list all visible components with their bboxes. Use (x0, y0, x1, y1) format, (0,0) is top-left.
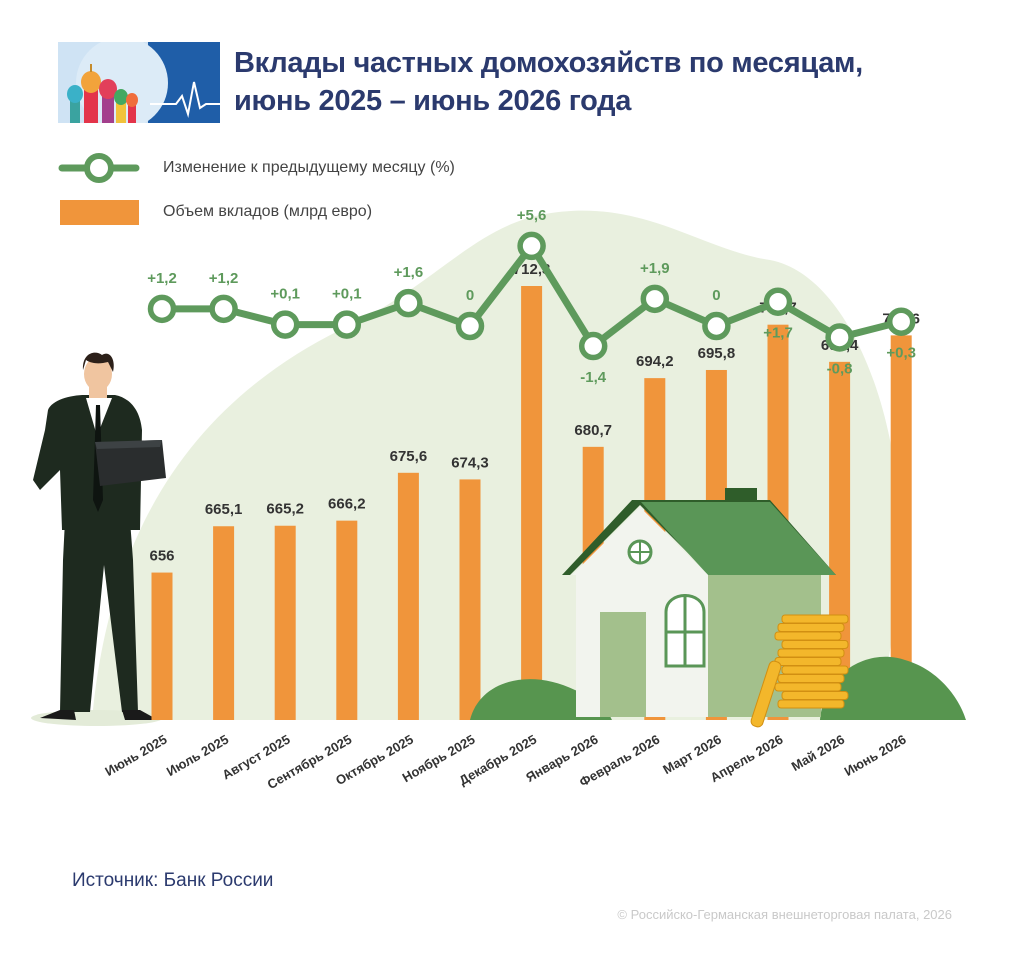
bar-value-label: 674,3 (451, 454, 489, 471)
coin (781, 614, 849, 624)
legend-line-marker (58, 150, 140, 186)
line-value-label: 0 (466, 287, 474, 304)
bar-3 (274, 525, 296, 720)
x-tick-label: Май 2026 (789, 732, 847, 774)
bar-13 (890, 335, 912, 720)
coin (774, 657, 842, 666)
bar-value-label: 694,2 (636, 353, 674, 370)
businessman-illustration (33, 352, 166, 720)
line-value-label: +0,1 (270, 286, 300, 303)
line-value-label: +5,6 (517, 207, 547, 224)
title-line-1: Вклады частных домохозяйств по месяцам, (234, 47, 863, 79)
line-value-label: +1,2 (147, 270, 177, 287)
bar-value-label: 680,7 (574, 422, 612, 439)
bar-value-label: 675,6 (390, 448, 428, 465)
coin (774, 682, 842, 692)
line-point-5 (394, 288, 423, 318)
line-point-7 (517, 231, 546, 261)
line-layer: +1,2 +1,2 +0,1 +0,1 +1,6 0 +5,6 -1,4 +1,9 0 +1,7 -0… (147, 207, 916, 386)
line-point-8 (578, 331, 608, 361)
legend-bar-label: Объем вкладов (млрд евро) (163, 203, 373, 220)
coin-upright (750, 660, 782, 728)
line-point-4 (332, 310, 362, 339)
line-value-label: -1,4 (580, 369, 607, 386)
coin (774, 631, 842, 641)
coin (777, 623, 845, 632)
logo (58, 37, 220, 129)
bar-1 (151, 572, 173, 720)
coin (781, 640, 849, 649)
legend-bar-marker (60, 200, 139, 225)
line-value-label: +1,7 (763, 325, 793, 342)
line-value-label: +1,9 (640, 260, 670, 277)
source-note: Источник: Банк России (72, 870, 274, 891)
line-value-label: -0,8 (827, 360, 853, 377)
legend-line-label: Изменение к предыдущему месяцу (%) (163, 159, 455, 176)
coin (781, 665, 849, 675)
title-line-2: июнь 2025 – июнь 2026 года (234, 85, 632, 117)
bar-7 (521, 286, 543, 720)
bar-value-label: 665,2 (266, 501, 304, 518)
coin (777, 699, 845, 709)
bush-right (820, 656, 966, 720)
x-tick-label: Июнь 2026 (842, 732, 909, 779)
line-value-label: +0,3 (886, 345, 916, 362)
line-value-label: +0,1 (332, 286, 362, 303)
x-tick-label: Июнь 2025 (102, 732, 169, 779)
bar-5 (397, 472, 419, 720)
coin (777, 648, 845, 658)
bar-value-label: 656 (149, 548, 174, 565)
line-value-label: +1,2 (209, 270, 239, 287)
line-point-1 (147, 294, 177, 324)
line-point-9 (640, 284, 670, 314)
line-value-label: +1,6 (394, 264, 424, 281)
line-point-11 (763, 287, 793, 316)
bar-value-label: 695,8 (698, 345, 736, 362)
line-point-2 (209, 294, 238, 324)
coin (777, 674, 845, 683)
line-point-6 (455, 311, 485, 341)
line-point-13 (886, 307, 916, 336)
line-value-label: 0 (712, 287, 720, 304)
bar-4 (336, 520, 358, 720)
page-title: Вклады частных домохозяйств по месяцам, … (234, 44, 863, 120)
coin (781, 691, 849, 700)
bar-6 (459, 479, 481, 720)
kremlin-domes-heartbeat-icon (58, 37, 220, 129)
line-point-12 (825, 323, 854, 352)
coins-illustration (750, 614, 849, 728)
bar-value-label: 666,2 (328, 496, 366, 513)
bar-2 (213, 526, 235, 720)
house-illustration (470, 488, 966, 720)
bar-value-label: 665,1 (205, 501, 243, 518)
line-point-10 (702, 311, 731, 341)
line-point-3 (270, 310, 300, 339)
copyright-note: © Российско-Германская внешнеторговая па… (617, 907, 952, 922)
